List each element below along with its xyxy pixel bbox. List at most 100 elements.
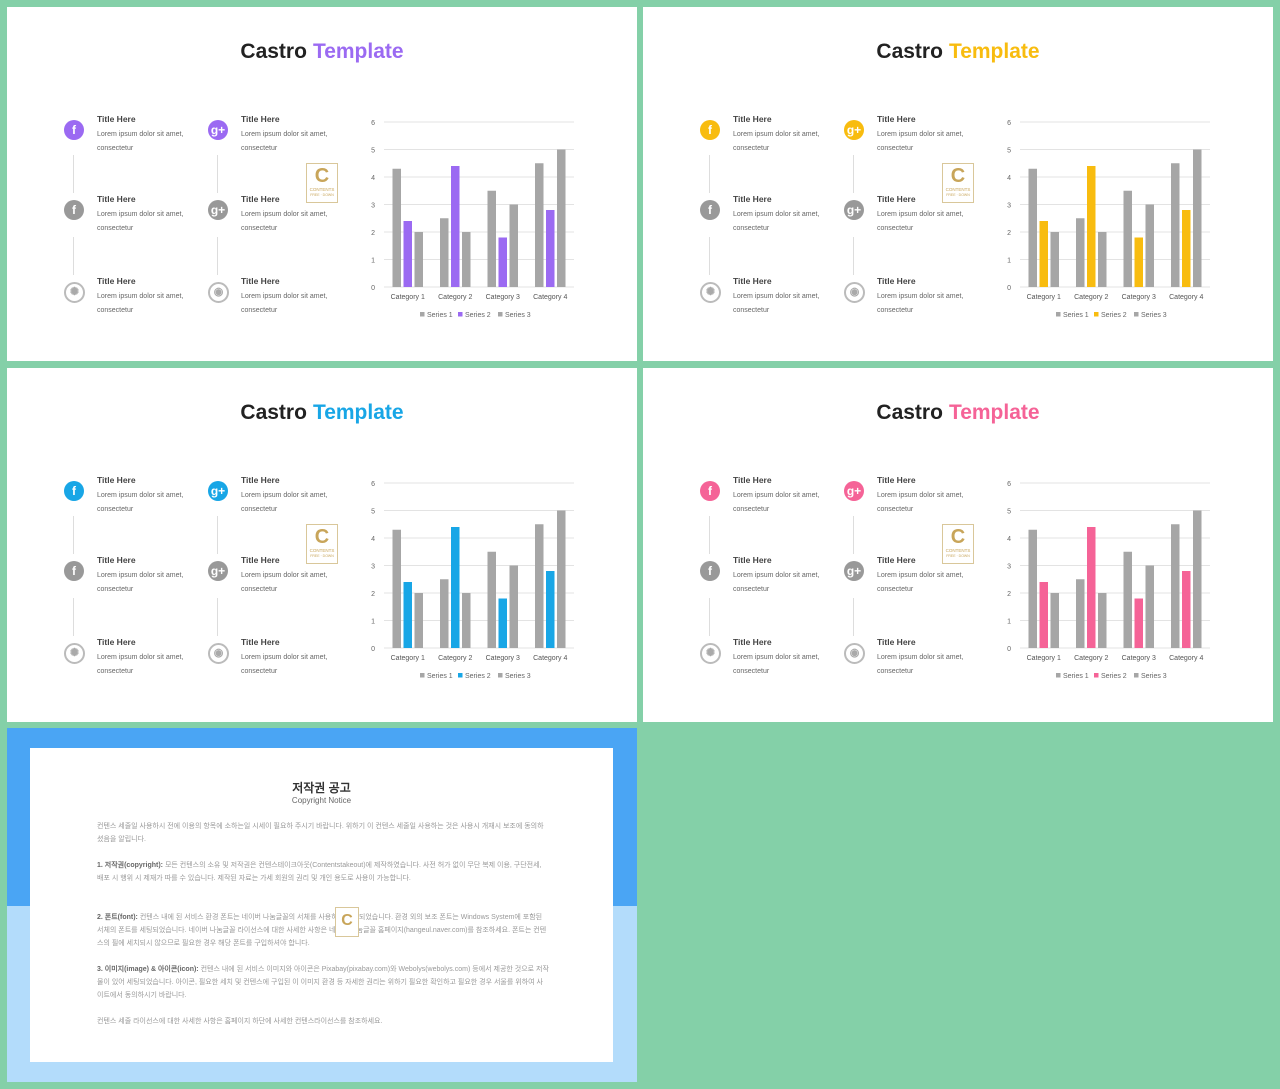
slide-title: Castro Template — [643, 40, 1273, 64]
feature-title: Title Here — [241, 114, 280, 124]
x-tick-label: Category 4 — [1169, 294, 1203, 301]
legend-swatch — [1056, 673, 1061, 678]
x-tick-label: Category 3 — [486, 655, 520, 662]
feature-title: Title Here — [97, 114, 136, 124]
bar-series-1 — [487, 190, 496, 287]
y-tick-label: 3 — [1007, 203, 1011, 210]
legend-label: Series 3 — [505, 673, 531, 680]
contents-logo: C CONTENTS FREE · DOWN — [942, 524, 974, 564]
bar-series-1 — [392, 168, 401, 287]
x-tick-label: Category 2 — [438, 294, 472, 301]
chart-slide: Castro Template f Title Here Lorem ipsum dol… — [7, 7, 637, 361]
y-tick-label: 2 — [371, 230, 375, 237]
y-tick-label: 5 — [1007, 148, 1011, 155]
bar-series-3 — [557, 149, 566, 287]
feature-title: Title Here — [877, 555, 916, 565]
facebook-icon: f — [64, 200, 84, 220]
copyright-title: 저작권 공고 — [292, 781, 351, 795]
feature-body: Lorem ipsum dolor sit amet, consectetur — [733, 293, 820, 314]
section-text: 컨텐스 내에 된 서비스 환경 폰트는 네이버 나눔글꼴의 서체를 사용하시 제… — [97, 914, 547, 947]
connector-line — [853, 516, 854, 554]
bar-chart: 0 1 2 3 4 5 6 Category 1 Category 2 Category 3 Cat… — [1007, 120, 1210, 319]
legend-swatch — [1094, 312, 1099, 317]
chart-slide: Castro Template f Title Here Lorem ipsum dol… — [643, 368, 1273, 722]
connector-line — [73, 598, 74, 636]
eye-icon: ◉ — [208, 282, 229, 303]
feature-body: Lorem ipsum dolor sit amet, consectetur — [241, 492, 328, 513]
dribbble-icon: ✺ — [64, 282, 85, 303]
y-tick-label: 1 — [371, 619, 375, 626]
y-tick-label: 2 — [1007, 230, 1011, 237]
title-accent: Template — [312, 401, 404, 424]
bar-series-2 — [1134, 598, 1143, 648]
contents-logo: C CONTENTS FREE · DOWN — [306, 163, 338, 203]
dribbble-icon: ✺ — [700, 643, 721, 664]
google-plus-icon: g+ — [844, 481, 864, 501]
title-accent: Template — [948, 40, 1040, 63]
bar-series-3 — [557, 510, 566, 648]
y-tick-label: 2 — [1007, 591, 1011, 598]
x-tick-label: Category 3 — [486, 294, 520, 301]
y-tick-label: 3 — [371, 203, 375, 210]
legend-swatch — [1056, 312, 1061, 317]
connector-line — [73, 155, 74, 193]
bar-series-1 — [487, 551, 496, 648]
x-tick-label: Category 2 — [1074, 655, 1108, 662]
connector-line — [217, 237, 218, 275]
feature-title: Title Here — [733, 475, 772, 485]
y-tick-label: 4 — [371, 536, 375, 543]
feature-title: Title Here — [733, 555, 772, 565]
logo-letter: C — [950, 165, 966, 187]
x-tick-label: Category 1 — [391, 294, 425, 301]
bar-series-2 — [546, 571, 555, 648]
legend-swatch — [420, 673, 425, 678]
y-tick-label: 1 — [371, 258, 375, 265]
bar-series-3 — [1098, 232, 1107, 287]
connector-line — [853, 598, 854, 636]
bar-series-1 — [1123, 190, 1132, 287]
y-tick-label: 1 — [1007, 258, 1011, 265]
x-tick-label: Category 2 — [1074, 294, 1108, 301]
bar-series-2 — [1039, 221, 1048, 287]
x-tick-label: Category 1 — [391, 655, 425, 662]
y-tick-label: 0 — [371, 285, 375, 292]
title-primary: Castro — [240, 401, 307, 424]
copyright-card: 저작권 공고 Copyright Notice 컨텐스 세줄일 사용하시 전에 … — [30, 748, 613, 1062]
bar-series-1 — [535, 524, 544, 648]
feature-title: Title Here — [733, 114, 772, 124]
feature-body: Lorem ipsum dolor sit amet, consectetur — [97, 211, 184, 232]
feature-body: Lorem ipsum dolor sit amet, consectetur — [877, 572, 964, 593]
bar-series-3 — [462, 232, 471, 287]
feature-title: Title Here — [733, 276, 772, 286]
y-tick-label: 5 — [371, 148, 375, 155]
bar-series-3 — [414, 232, 423, 287]
feature-body: Lorem ipsum dolor sit amet, consectetur — [877, 131, 964, 152]
google-plus-icon: g+ — [844, 561, 864, 581]
bar-series-3 — [1193, 149, 1202, 287]
dribbble-icon: ✺ — [64, 643, 85, 664]
bar-series-1 — [1123, 551, 1132, 648]
bar-series-2 — [1087, 166, 1096, 287]
legend-label: Series 2 — [465, 673, 491, 680]
bar-series-2 — [1087, 527, 1096, 648]
slide-title: Castro Template — [643, 401, 1273, 425]
logo-subtext: FREE · DOWN — [310, 193, 334, 197]
x-tick-label: Category 4 — [533, 294, 567, 301]
feature-title: Title Here — [97, 555, 136, 565]
bar-series-1 — [1076, 579, 1085, 648]
bar-series-2 — [1039, 582, 1048, 648]
copyright-section-font: 2. 폰트(font): 컨텐스 내에 된 서비스 환경 폰트는 네이버 나눔글… — [97, 911, 549, 950]
bar-series-3 — [1193, 510, 1202, 648]
logo-text: CONTENTS — [945, 548, 971, 553]
bar-series-1 — [1028, 168, 1037, 287]
y-tick-label: 0 — [371, 646, 375, 653]
feature-body: Lorem ipsum dolor sit amet, consectetur — [733, 492, 820, 513]
y-tick-label: 4 — [1007, 175, 1011, 182]
facebook-icon: f — [700, 481, 720, 501]
feature-body: Lorem ipsum dolor sit amet, consectetur — [733, 572, 820, 593]
facebook-icon: f — [64, 561, 84, 581]
legend-label: Series 1 — [427, 673, 453, 680]
google-plus-icon: g+ — [208, 120, 228, 140]
bar-series-3 — [1145, 565, 1154, 648]
feature-title: Title Here — [733, 637, 772, 647]
